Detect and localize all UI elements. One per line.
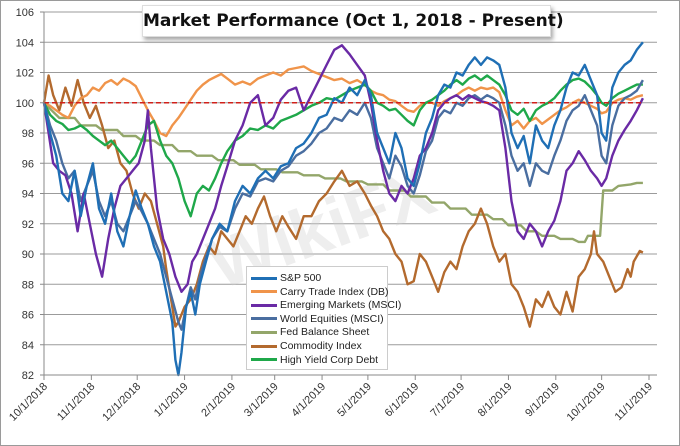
y-tick-label: 96 — [22, 158, 34, 170]
legend-swatch — [251, 317, 277, 321]
series-line-world-equities-msci — [42, 79, 644, 331]
y-tick-label: 102 — [16, 68, 34, 80]
legend-item: S&P 500 — [251, 271, 321, 285]
legend-item: High Yield Corp Debt — [251, 353, 378, 367]
legend-swatch — [251, 358, 277, 362]
legend-label: S&P 500 — [280, 272, 322, 284]
legend-swatch — [251, 330, 277, 334]
legend-label: Fed Balance Sheet — [280, 326, 370, 339]
legend-item: Fed Balance Sheet — [251, 325, 369, 339]
legend-swatch — [251, 303, 277, 307]
x-tick-label: 11/1/2019 — [613, 381, 656, 424]
x-tick-label: 8/1/2019 — [476, 381, 515, 420]
x-tick-label: 2/1/2019 — [199, 381, 238, 420]
legend-item: Emerging Markets (MSCI) — [251, 298, 401, 312]
legend-label: Commodity Index — [280, 340, 362, 352]
y-tick-label: 86 — [22, 310, 34, 322]
legend-label: Emerging Markets (MSCI) — [280, 299, 402, 312]
legend: S&P 500 Carry Trade Index (DB) Emerging Ma… — [246, 266, 401, 370]
y-tick-label: 84 — [22, 340, 34, 352]
x-tick-label: 10/1/2018 — [7, 381, 50, 424]
y-tick-label: 106 — [16, 7, 34, 19]
y-tick-label: 94 — [22, 189, 34, 201]
x-tick-label: 10/1/2019 — [565, 381, 608, 424]
series-line-commodity-index — [42, 74, 644, 328]
y-tick-label: 82 — [22, 370, 34, 382]
x-tick-label: 7/1/2019 — [428, 381, 467, 420]
chart-title: Market Performance (Oct 1, 2018 - Presen… — [143, 11, 564, 31]
chart-title-box: Market Performance (Oct 1, 2018 - Presen… — [142, 5, 564, 37]
series-line-high-yield-corp-debt — [42, 74, 643, 218]
series-layer — [42, 41, 644, 377]
legend-swatch — [251, 290, 277, 294]
x-tick-label: 9/1/2019 — [523, 381, 562, 420]
y-tick-label: 104 — [16, 37, 34, 49]
x-tick-label: 5/1/2019 — [335, 381, 374, 420]
series-line-emerging-markets-msci — [42, 44, 644, 293]
x-tick-label: 6/1/2019 — [383, 381, 422, 420]
legend-label: World Equities (MSCI) — [280, 312, 384, 325]
y-tick-label: 90 — [22, 249, 34, 261]
y-tick-label: 88 — [22, 279, 34, 291]
legend-item: World Equities (MSCI) — [251, 312, 384, 326]
x-tick-label: 12/1/2018 — [100, 381, 143, 424]
series-line-carry-trade-index-db — [43, 65, 644, 138]
series-line-s-p-500 — [42, 41, 644, 377]
y-axis-ticks: 82 84 86 88 90 92 94 96 98 100 102 104 106 — [16, 7, 44, 382]
y-tick-label: 100 — [16, 98, 34, 110]
legend-label: High Yield Corp Debt — [280, 353, 379, 366]
legend-swatch — [251, 344, 277, 348]
x-tick-label: 1/1/2019 — [152, 381, 191, 420]
y-tick-label: 98 — [22, 128, 34, 140]
x-axis-ticks: 10/1/2018 11/1/2018 12/1/2018 1/1/2019 2/1/2… — [7, 375, 655, 424]
legend-item: Commodity Index — [251, 339, 362, 353]
legend-label: Carry Trade Index (DB) — [280, 285, 389, 298]
x-tick-label: 3/1/2019 — [242, 381, 281, 420]
x-tick-label: 11/1/2018 — [55, 381, 98, 424]
x-tick-label: 4/1/2019 — [289, 381, 328, 420]
y-tick-label: 92 — [22, 219, 34, 231]
legend-item: Carry Trade Index (DB) — [251, 285, 389, 299]
series-line-fed-balance-sheet — [43, 101, 643, 244]
legend-swatch — [251, 276, 277, 280]
